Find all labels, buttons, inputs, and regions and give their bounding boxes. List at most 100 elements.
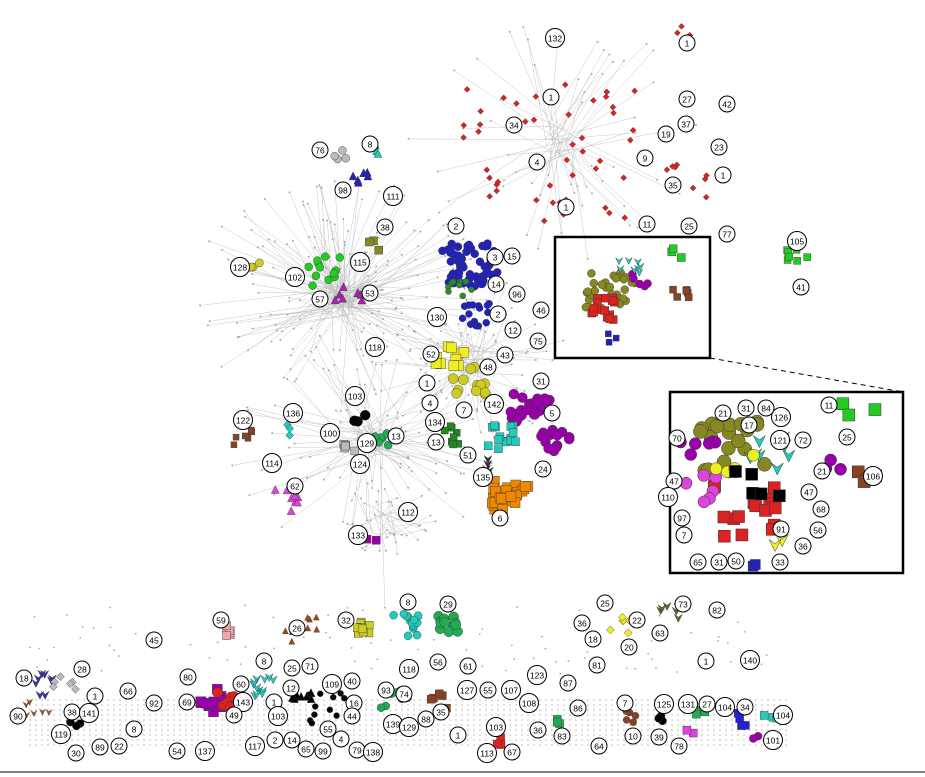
label-text: 16 [349, 699, 359, 709]
minor-node [208, 656, 211, 659]
cluster-label: 22 [110, 737, 128, 755]
minor-node [628, 224, 631, 227]
label-badge [233, 692, 253, 712]
minor-node [374, 363, 377, 366]
minor-node [455, 714, 457, 716]
cluster-label: 84 [757, 399, 775, 417]
label-text: 24 [538, 465, 548, 475]
label-text: 19 [661, 130, 671, 140]
label-text: 50 [731, 557, 741, 567]
minor-node [400, 533, 403, 536]
edge [341, 222, 407, 292]
minor-node [473, 704, 475, 706]
node [339, 282, 348, 291]
minor-node [245, 724, 247, 726]
minor-node [701, 729, 703, 731]
edge [331, 219, 429, 303]
minor-node [401, 734, 403, 736]
minor-node [395, 306, 398, 309]
minor-node [611, 739, 613, 741]
minor-node [525, 233, 528, 236]
node [40, 691, 50, 700]
minor-node [611, 734, 613, 736]
label-text: 4 [339, 735, 344, 745]
label-badge [376, 218, 394, 236]
minor-node [247, 349, 250, 352]
minor-node [71, 699, 73, 701]
cluster-label: 27 [698, 695, 716, 713]
minor-node [131, 714, 133, 716]
cluster-label: 20 [620, 638, 638, 656]
label-text: 65 [693, 558, 703, 568]
node [341, 441, 350, 451]
node [288, 637, 296, 645]
minor-node [608, 53, 611, 56]
minor-node [479, 328, 482, 331]
minor-node [423, 528, 426, 531]
minor-node [481, 665, 484, 668]
minor-node [119, 719, 121, 721]
minor-node [521, 729, 523, 731]
minor-node [185, 719, 187, 721]
label-badge [569, 699, 587, 717]
label-text: 118 [402, 665, 416, 675]
minor-node [251, 729, 253, 731]
minor-node [370, 642, 373, 645]
minor-node [590, 165, 593, 168]
label-text: 99 [318, 747, 328, 757]
minor-node [767, 699, 769, 701]
minor-node [455, 709, 457, 711]
minor-node [29, 699, 31, 701]
edge [560, 152, 630, 226]
minor-node [447, 200, 450, 203]
cluster-label: 131 [678, 694, 698, 714]
label-text: 1 [564, 203, 569, 213]
cluster-label: 76 [311, 141, 329, 159]
label-text: 90 [13, 712, 23, 722]
minor-node [381, 317, 384, 320]
minor-node [47, 719, 49, 721]
node [462, 278, 470, 285]
node [709, 418, 725, 434]
minor-node [401, 709, 403, 711]
cluster-label: 18 [584, 630, 602, 648]
minor-node [347, 729, 349, 731]
edge [509, 31, 555, 135]
minor-node [257, 699, 259, 701]
minor-node [527, 739, 529, 741]
minor-node [665, 714, 667, 716]
minor-node [239, 724, 241, 726]
label-text: 1 [425, 379, 430, 389]
minor-node [401, 414, 404, 417]
minor-node [434, 520, 437, 523]
minor-node [387, 500, 390, 503]
node [311, 711, 318, 718]
minor-node [107, 714, 109, 716]
label-text: 77 [722, 230, 732, 240]
label-text: 106 [866, 472, 880, 482]
minor-node [755, 724, 757, 726]
minor-node [143, 699, 145, 701]
minor-node [534, 359, 537, 362]
minor-node [326, 219, 329, 222]
minor-node [383, 488, 386, 491]
minor-node [521, 739, 523, 741]
label-badge [658, 487, 678, 507]
minor-node [274, 323, 277, 326]
minor-node [370, 667, 373, 670]
label-text: 87 [563, 679, 573, 689]
node [605, 282, 615, 292]
label-text: 60 [236, 680, 246, 690]
minor-node [33, 615, 36, 618]
minor-node [263, 709, 265, 711]
minor-node [41, 729, 43, 731]
minor-node [299, 729, 301, 731]
label-badge [398, 502, 418, 522]
minor-node [485, 704, 487, 706]
edge [571, 147, 587, 187]
minor-node [347, 230, 350, 233]
minor-node [743, 630, 746, 633]
edge [375, 510, 427, 532]
minor-node [167, 744, 169, 746]
label-text: 122 [236, 416, 250, 426]
